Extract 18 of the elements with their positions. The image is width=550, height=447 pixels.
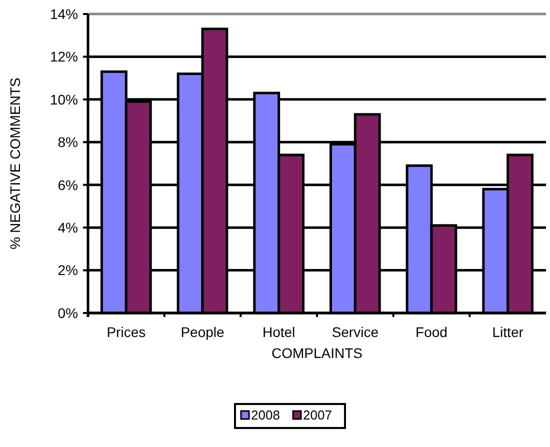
x-tick-label: Food bbox=[416, 324, 448, 340]
x-axis-title: COMPLAINTS bbox=[271, 345, 363, 361]
y-axis-title: % NEGATIVE COMMENTS bbox=[7, 78, 23, 250]
x-tick-label: Hotel bbox=[262, 324, 296, 340]
y-tick-label: 0% bbox=[58, 304, 78, 321]
y-tick-label: 4% bbox=[58, 219, 78, 236]
y-tick-label: 12% bbox=[50, 48, 78, 65]
y-tick-label: 6% bbox=[58, 176, 78, 193]
y-tick-label: 10% bbox=[50, 91, 78, 108]
x-tick-label: People bbox=[180, 324, 225, 340]
x-tick-label: Prices bbox=[106, 324, 146, 340]
x-tick-label: Service bbox=[332, 324, 379, 340]
y-tick-label: 14% bbox=[50, 6, 78, 22]
y-tick-label: 2% bbox=[58, 262, 78, 278]
y-tick-label: 8% bbox=[58, 134, 78, 150]
x-tick-label: Litter bbox=[492, 324, 524, 340]
legend-label: 2008 bbox=[251, 407, 280, 422]
legend-label: 2007 bbox=[303, 407, 332, 422]
